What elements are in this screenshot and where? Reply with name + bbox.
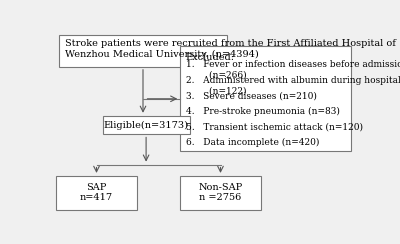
Text: SAP
n=417: SAP n=417 <box>80 183 113 203</box>
Text: Stroke patients were recruited from the First Affiliated Hospital of
Wenzhou Med: Stroke patients were recruited from the … <box>65 39 396 59</box>
Text: 3.   Severe diseases (n=210): 3. Severe diseases (n=210) <box>186 92 317 101</box>
FancyBboxPatch shape <box>59 35 227 67</box>
FancyBboxPatch shape <box>103 116 190 134</box>
FancyBboxPatch shape <box>56 176 137 210</box>
Text: Eligible(n=3173): Eligible(n=3173) <box>104 121 189 130</box>
Text: 5.   Transient ischemic attack (n=120): 5. Transient ischemic attack (n=120) <box>186 123 363 132</box>
Text: 4.   Pre-stroke pneumonia (n=83): 4. Pre-stroke pneumonia (n=83) <box>186 107 340 116</box>
Text: 2.   Administered with albumin during hospitalization
        (n=122): 2. Administered with albumin during hosp… <box>186 76 400 95</box>
Text: Non-SAP
n =2756: Non-SAP n =2756 <box>198 183 243 203</box>
FancyBboxPatch shape <box>180 176 261 210</box>
Text: Excluded:: Excluded: <box>186 53 235 62</box>
FancyBboxPatch shape <box>180 46 351 151</box>
Text: 6.   Data incomplete (n=420): 6. Data incomplete (n=420) <box>186 138 319 147</box>
Text: 1.   Fever or infection diseases before admission
        (n=266): 1. Fever or infection diseases before ad… <box>186 60 400 80</box>
